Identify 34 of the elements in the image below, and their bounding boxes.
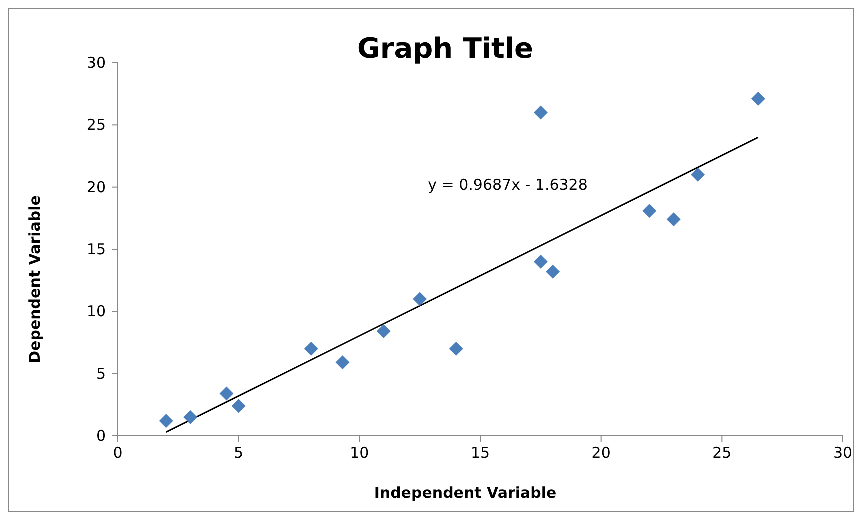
point (184, 410, 198, 424)
x-tick-label: 30 (833, 444, 853, 462)
point (546, 264, 560, 279)
x-tick-label: 0 (113, 444, 123, 462)
point (534, 254, 548, 269)
point (642, 204, 657, 218)
point (159, 414, 174, 428)
x-tick-label: 25 (712, 444, 732, 462)
annotation: y = 0.9687x - 1.6328 (428, 176, 588, 194)
point (534, 106, 548, 120)
y-axis-title: Dependent Variable (26, 196, 44, 364)
y-tick-label: 20 (86, 178, 106, 196)
chart-title: Graph Title (357, 32, 534, 65)
x-tick-label: 20 (592, 444, 611, 462)
x-axis-title: Independent Variable (374, 484, 557, 502)
y-tick-label: 25 (86, 116, 106, 134)
y-tick-label: 10 (86, 302, 106, 321)
x-tick-label: 5 (234, 444, 244, 462)
point (336, 356, 350, 370)
point (751, 92, 766, 106)
x-tick-label: 10 (350, 444, 370, 462)
y-tick-label: 30 (86, 54, 106, 72)
point (220, 386, 234, 401)
point (376, 324, 391, 339)
point (666, 212, 681, 227)
y-tick-label: 15 (86, 240, 106, 258)
x-tick-label: 15 (470, 444, 490, 462)
y-tick-label: 5 (96, 364, 106, 383)
point (304, 342, 318, 356)
point (232, 399, 246, 414)
point (691, 168, 705, 182)
point (413, 292, 428, 306)
point (449, 342, 464, 356)
y-tick-label: 0 (96, 427, 106, 445)
